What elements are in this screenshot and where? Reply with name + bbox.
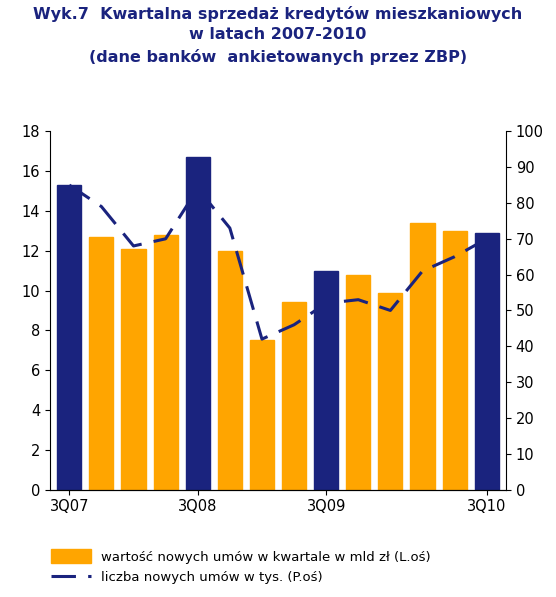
- Bar: [153, 235, 178, 490]
- Bar: [346, 275, 370, 490]
- Bar: [282, 303, 306, 490]
- Text: (dane banków  ankietowanych przez ZBP): (dane banków ankietowanych przez ZBP): [89, 49, 467, 65]
- Bar: [218, 251, 242, 490]
- Bar: [186, 157, 210, 490]
- Bar: [443, 231, 466, 490]
- Bar: [250, 340, 274, 490]
- Bar: [90, 237, 113, 490]
- Bar: [314, 270, 338, 490]
- Bar: [378, 293, 403, 490]
- Text: Wyk.7  Kwartalna sprzedaż kredytów mieszkaniowych: Wyk.7 Kwartalna sprzedaż kredytów mieszk…: [33, 6, 523, 22]
- Bar: [475, 233, 499, 490]
- Bar: [121, 249, 146, 490]
- Bar: [410, 223, 435, 490]
- Text: w latach 2007-2010: w latach 2007-2010: [189, 27, 367, 42]
- Bar: [57, 185, 81, 490]
- Legend: wartość nowych umów w kwartale w mld zł (L.oś), liczba nowych umów w tys. (P.oś): wartość nowych umów w kwartale w mld zł …: [51, 549, 431, 584]
